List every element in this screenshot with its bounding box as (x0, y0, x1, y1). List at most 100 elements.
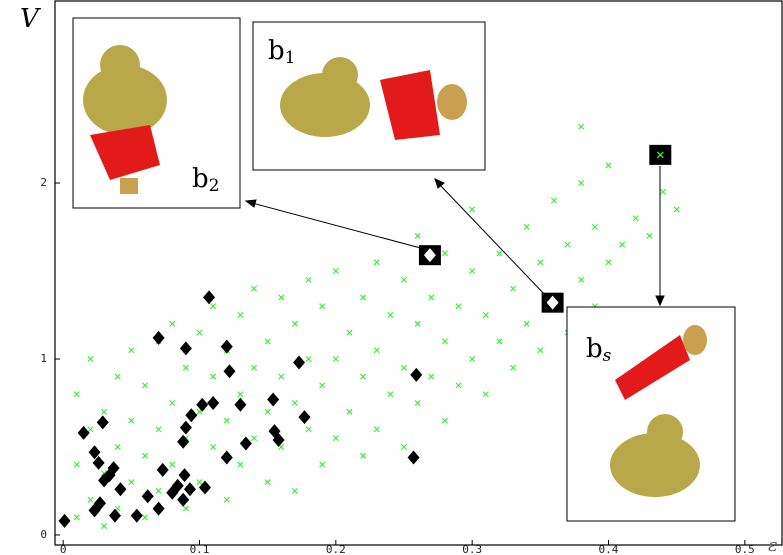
cross-stroke (305, 276, 312, 283)
cross-stroke (510, 364, 517, 371)
cross-stroke (441, 250, 448, 257)
cross-stroke (578, 276, 585, 283)
point (101, 523, 108, 530)
cross-stroke (360, 294, 367, 301)
cross-stroke (441, 338, 448, 345)
marks (58, 123, 680, 530)
point (220, 450, 233, 465)
point (166, 485, 179, 500)
cross-stroke (73, 461, 80, 468)
cross-stroke (128, 479, 135, 486)
cross-stroke (237, 461, 244, 468)
cross-stroke (414, 232, 421, 239)
point (88, 445, 101, 460)
point (179, 341, 192, 356)
cross-stroke (673, 206, 680, 213)
point (510, 364, 517, 371)
cross-stroke (387, 391, 394, 398)
point (169, 320, 176, 327)
cross-stroke (401, 364, 407, 371)
cross-stroke (373, 426, 380, 433)
cross-stroke (87, 356, 94, 362)
cross-stroke (305, 356, 312, 362)
cross-stroke (373, 259, 380, 266)
cross-stroke (87, 496, 94, 503)
x-tick-label: 0.4 (599, 543, 619, 555)
point (155, 426, 162, 433)
label: b (192, 164, 209, 194)
y-tick-label: 2 (40, 176, 47, 189)
point (87, 426, 94, 433)
cross-stroke (605, 162, 612, 169)
point (128, 347, 135, 354)
cross-stroke (264, 338, 271, 345)
point (178, 468, 191, 483)
cross-stroke (291, 320, 298, 327)
point (550, 197, 557, 204)
cross-stroke (101, 523, 108, 530)
y-axis-label: V (20, 4, 41, 34)
cross-stroke (155, 487, 162, 494)
point (177, 434, 190, 449)
point (182, 505, 189, 512)
point-diamond (423, 248, 436, 263)
point (298, 410, 311, 425)
cross-stroke (537, 347, 544, 354)
inset-label: b2 (192, 164, 219, 196)
point (237, 312, 244, 318)
gripper (615, 335, 690, 400)
point (360, 452, 367, 459)
arrowhead (434, 178, 445, 189)
cross-stroke (291, 399, 298, 406)
gripper (380, 70, 440, 140)
cross-stroke (332, 435, 339, 442)
point (237, 391, 244, 398)
cross-stroke (346, 408, 353, 415)
point (469, 206, 476, 213)
point (223, 364, 236, 379)
point (141, 489, 154, 504)
point (291, 320, 298, 327)
cross-stroke (646, 232, 653, 239)
point (346, 408, 353, 415)
point (101, 408, 108, 415)
point (210, 443, 217, 450)
cross-stroke (455, 303, 462, 310)
inset-label: bs (586, 334, 612, 366)
cross-stroke (619, 241, 626, 248)
cross-stroke (223, 417, 230, 424)
y-tick-label: 1 (40, 352, 47, 365)
cross-stroke (305, 426, 312, 433)
x-tick-label: 0.3 (462, 543, 482, 555)
point (108, 508, 121, 523)
point (605, 259, 612, 266)
cross-stroke (401, 443, 407, 450)
label: b (586, 334, 603, 364)
point (207, 395, 220, 410)
point (141, 382, 148, 389)
duck (83, 65, 167, 135)
cross-stroke (182, 505, 189, 512)
cross-stroke (469, 356, 476, 362)
cross-stroke (523, 224, 530, 230)
point (88, 503, 101, 518)
cross-stroke (87, 426, 94, 433)
point (646, 232, 653, 239)
cross-stroke (469, 268, 476, 274)
cross-stroke (605, 259, 612, 266)
cross-stroke (73, 391, 80, 398)
cross-stroke (141, 382, 148, 389)
point (373, 347, 380, 354)
cross-stroke (564, 241, 571, 248)
point (264, 479, 271, 486)
cross-stroke (169, 399, 176, 406)
arrowhead (655, 295, 665, 307)
point (510, 285, 517, 292)
duck-head (100, 45, 140, 85)
cross-stroke (210, 373, 217, 380)
point (401, 443, 407, 450)
point (87, 356, 94, 362)
arrow (251, 202, 429, 251)
cross-stroke (656, 151, 664, 159)
